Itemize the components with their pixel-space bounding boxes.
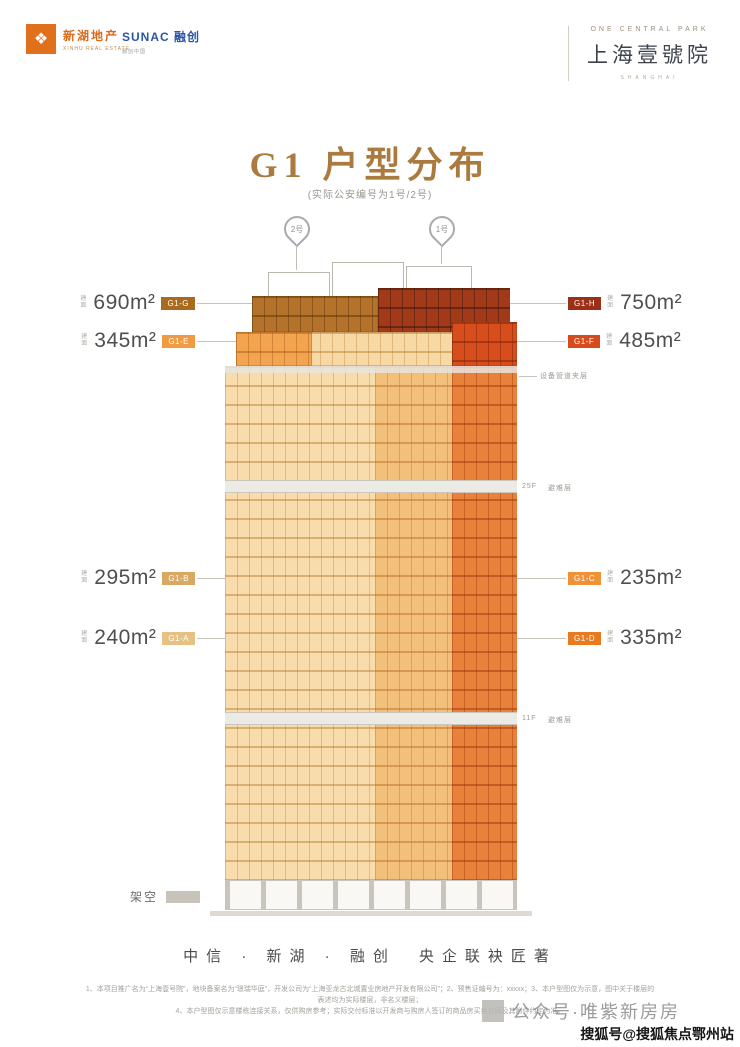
disclaimer: 1、本项目推广名为“上海壹号院”，地块备案名为“璟瑞华庭”，开发公司为“上海亚龙… bbox=[85, 984, 655, 1017]
sunac-logo-name: SUNAC 融创 bbox=[122, 30, 201, 44]
watermark-souhu: 搜狐号@搜狐焦点鄂州站 bbox=[580, 1026, 734, 1042]
building-pin-2: 2号 bbox=[278, 210, 316, 248]
brand-subtext: SHANGHAI bbox=[620, 75, 679, 81]
stilt-floor bbox=[225, 880, 517, 910]
area-prefix: 建面 bbox=[607, 631, 614, 644]
area-value: 345m² bbox=[94, 329, 157, 352]
area-value: 485m² bbox=[619, 329, 682, 352]
area-prefix: 建面 bbox=[81, 571, 88, 584]
unit-block-g1-h bbox=[378, 288, 510, 332]
unit-tag-g1-f: G1-F bbox=[568, 334, 601, 348]
pin-label: 1号 bbox=[435, 224, 449, 234]
building-pin-1: 1号 bbox=[423, 210, 461, 248]
sunac-logo: SUNAC 融创 融创中国 bbox=[122, 28, 200, 55]
tower-section-orange bbox=[452, 366, 517, 880]
window-grid bbox=[375, 366, 452, 880]
area-prefix: 建面 bbox=[607, 296, 614, 309]
area-label-g1-e: 建面 345m² G1-E bbox=[81, 329, 195, 352]
area-prefix: 建面 bbox=[81, 334, 88, 347]
unit-tag-g1-g: G1-G bbox=[161, 296, 195, 310]
refuge-floor-11 bbox=[225, 712, 517, 725]
area-label-g1-d: G1-D 建面 335m² bbox=[568, 626, 683, 649]
leader-line bbox=[197, 303, 252, 304]
pin-stem-line bbox=[296, 244, 297, 270]
unit-block-g1-g bbox=[252, 296, 378, 332]
area-prefix: 建面 bbox=[81, 631, 88, 644]
xinhu-logo-subtext: XINHU REAL ESTATE bbox=[63, 46, 130, 52]
floor-11f-note: 11F bbox=[522, 715, 537, 722]
stilt-label: 架空 bbox=[129, 890, 158, 904]
area-value: 295m² bbox=[94, 566, 157, 589]
page-subtitle: (实际公安编号为1号/2号) bbox=[307, 190, 433, 201]
area-value: 690m² bbox=[93, 291, 156, 314]
watermark-public-account: 公众号·唯紫新房房 bbox=[482, 998, 680, 1024]
leader-line bbox=[517, 638, 566, 639]
building-base bbox=[210, 911, 532, 916]
refuge-11-note: 避难层 bbox=[548, 717, 572, 724]
unit-tag-g1-e: G1-E bbox=[162, 334, 195, 348]
area-label-g1-g: 建面 690m² G1-G bbox=[80, 291, 195, 314]
area-prefix: 建面 bbox=[80, 296, 87, 309]
stilt-swatch bbox=[166, 890, 200, 903]
xinhu-logo: ❖ 新湖地产 XINHU REAL ESTATE bbox=[26, 24, 130, 54]
sunac-logo-subtext: 融创中国 bbox=[122, 49, 147, 55]
window-grid bbox=[252, 296, 378, 332]
area-label-g1-c: G1-C 建面 235m² bbox=[568, 566, 683, 589]
window-grid bbox=[452, 366, 517, 880]
brand-chinese: 上海壹號院 bbox=[587, 43, 712, 67]
unit-block-g1-f bbox=[452, 322, 517, 366]
area-value: 235m² bbox=[620, 566, 683, 589]
project-brand: ONE CENTRAL PARK 上海壹號院 SHANGHAI bbox=[568, 26, 712, 81]
area-prefix: 建面 bbox=[607, 571, 614, 584]
leader-line bbox=[197, 638, 225, 639]
floor-25f-note: 25F bbox=[522, 483, 538, 490]
unit-tag-g1-c: G1-C bbox=[568, 571, 602, 585]
window-grid bbox=[236, 332, 312, 366]
brand-english: ONE CENTRAL PARK bbox=[590, 26, 709, 33]
area-label-g1-f: G1-F 建面 485m² bbox=[568, 329, 682, 352]
area-value: 240m² bbox=[94, 626, 157, 649]
area-label-g1-b: 建面 295m² G1-B bbox=[81, 566, 195, 589]
refuge-25-note: 避难层 bbox=[548, 485, 572, 492]
refuge-floor-25 bbox=[225, 480, 517, 493]
page-title: G1 户型分布 bbox=[249, 145, 491, 185]
tower-section-cream bbox=[225, 366, 375, 880]
window-grid bbox=[452, 322, 517, 366]
leader-line bbox=[517, 341, 566, 342]
tower-body bbox=[225, 366, 517, 880]
area-value: 335m² bbox=[620, 626, 683, 649]
xinhu-logo-icon: ❖ bbox=[26, 24, 56, 54]
pin-stem-line bbox=[441, 244, 442, 264]
disclaimer-line-2: 4、本户型图仅示意楼栋连接关系，仅供购房参考；实际交付标准以开发商与购房人签订的… bbox=[175, 1008, 565, 1015]
unit-tag-g1-h: G1-H bbox=[568, 296, 602, 310]
mezzanine-band bbox=[225, 366, 517, 373]
rooftop-outline bbox=[268, 272, 330, 298]
stilt-label-row: 架空 bbox=[130, 888, 200, 905]
unit-tag-g1-d: G1-D bbox=[568, 631, 602, 645]
unit-block-g1-e bbox=[236, 332, 312, 366]
window-grid bbox=[225, 366, 375, 880]
area-prefix: 建面 bbox=[606, 334, 613, 347]
xinhu-logo-name: 新湖地产 bbox=[63, 29, 120, 43]
brand-tagline: 中信 · 新湖 · 融创 央企联袂匠著 bbox=[183, 948, 557, 965]
leader-line bbox=[510, 303, 566, 304]
qr-code-icon bbox=[482, 1000, 504, 1022]
leader-line bbox=[519, 376, 537, 377]
unit-tag-g1-b: G1-B bbox=[162, 571, 195, 585]
area-label-g1-h: G1-H 建面 750m² bbox=[568, 291, 683, 314]
disclaimer-line-1: 1、本项目推广名为“上海壹号院”，地块备案名为“璟瑞华庭”，开发公司为“上海亚龙… bbox=[85, 986, 655, 1004]
unit-tag-g1-a: G1-A bbox=[162, 631, 195, 645]
area-value: 750m² bbox=[620, 291, 683, 314]
leader-line bbox=[197, 578, 225, 579]
leader-line bbox=[197, 341, 236, 342]
area-label-g1-a: 建面 240m² G1-A bbox=[81, 626, 195, 649]
tower-section-mid bbox=[375, 366, 452, 880]
watermark-public-account-text: 公众号·唯紫新房房 bbox=[512, 1002, 680, 1022]
pin-label: 2号 bbox=[290, 224, 304, 234]
mezzanine-note: 设备管道夹层 bbox=[540, 373, 588, 380]
leader-line bbox=[517, 578, 566, 579]
